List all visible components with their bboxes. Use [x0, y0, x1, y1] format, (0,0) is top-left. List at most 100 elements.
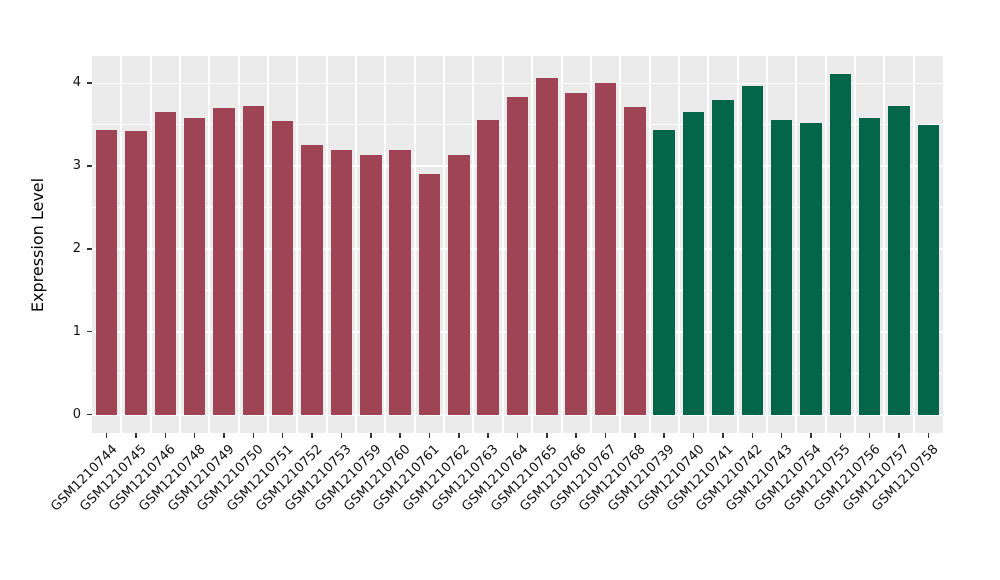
- x-axis-tick: [193, 433, 196, 438]
- gridline-x: [179, 56, 182, 433]
- x-axis-tick: [311, 433, 313, 438]
- x-axis-tick: [458, 433, 460, 438]
- gridline-y-major: [92, 82, 943, 85]
- x-axis-tick: [340, 433, 343, 438]
- y-axis-tick: [87, 413, 92, 416]
- x-axis-tick: [927, 433, 930, 438]
- x-axis-tick: [751, 433, 753, 438]
- y-axis-tick: [87, 330, 92, 333]
- x-axis-tick: [839, 433, 842, 438]
- bar-GSM1210741: [712, 99, 734, 415]
- gridline-x: [765, 56, 768, 433]
- x-axis-tick: [370, 433, 372, 438]
- bar-GSM1210750: [242, 105, 265, 415]
- gridline-x: [589, 56, 592, 433]
- bar-GSM1210767: [594, 82, 617, 415]
- bar-GSM1210751: [271, 120, 294, 415]
- x-axis-tick: [898, 433, 900, 438]
- gridline-x: [149, 56, 152, 433]
- bar-GSM1210760: [389, 150, 411, 415]
- gridline-x: [384, 56, 387, 433]
- plot-panel: [92, 56, 943, 433]
- gridline-x: [501, 56, 504, 433]
- x-axis-tick: [281, 433, 284, 438]
- bar-GSM1210765: [536, 77, 558, 415]
- bar-GSM1210739: [653, 129, 675, 415]
- x-axis-tick: [164, 433, 167, 438]
- gridline-x: [560, 56, 563, 433]
- bar-GSM1210749: [213, 108, 235, 415]
- bar-GSM1210753: [330, 150, 353, 415]
- gridline-x: [912, 56, 915, 433]
- bar-GSM1210744: [95, 129, 118, 415]
- bar-GSM1210758: [917, 124, 940, 415]
- x-axis-tick: [692, 433, 695, 438]
- gridline-x: [120, 56, 123, 433]
- bar-GSM1210752: [301, 144, 323, 415]
- x-axis-tick: [487, 433, 489, 438]
- bar-GSM1210768: [624, 106, 646, 415]
- bar-GSM1210754: [800, 123, 822, 415]
- gridline-x: [355, 56, 358, 433]
- gridline-x: [824, 56, 827, 433]
- bar-GSM1210756: [858, 118, 881, 415]
- x-axis-tick: [428, 433, 431, 438]
- bar-GSM1210748: [183, 118, 206, 415]
- x-axis-tick: [516, 433, 519, 438]
- bar-GSM1210755: [829, 74, 852, 415]
- bar-GSM1210762: [448, 154, 470, 415]
- bar-GSM1210740: [682, 112, 705, 415]
- gridline-x: [648, 56, 651, 433]
- bar-GSM1210757: [888, 105, 910, 415]
- y-tick-label: 2: [72, 241, 81, 257]
- y-tick-label: 4: [72, 75, 81, 91]
- bar-GSM1210763: [477, 119, 499, 415]
- y-tick-label: 3: [72, 158, 81, 174]
- x-axis-tick: [252, 433, 255, 438]
- x-axis-tick: [604, 433, 607, 438]
- y-tick-label: 0: [72, 406, 81, 422]
- bar-GSM1210766: [565, 93, 587, 415]
- bar-GSM1210761: [418, 173, 441, 415]
- bar-GSM1210742: [741, 85, 763, 415]
- bar-GSM1210759: [360, 155, 382, 415]
- x-axis-tick: [722, 433, 724, 438]
- bar-GSM1210746: [154, 111, 177, 415]
- gridline-x: [472, 56, 475, 433]
- gridline-x: [531, 56, 534, 433]
- x-axis-tick: [399, 433, 401, 438]
- x-axis-tick: [780, 433, 783, 438]
- gridline-x: [853, 56, 856, 433]
- x-axis-tick: [223, 433, 225, 438]
- x-axis-tick: [868, 433, 871, 438]
- x-axis-tick: [135, 433, 137, 438]
- gridline-x: [677, 56, 680, 433]
- gridline-x: [267, 56, 270, 433]
- gridline-x: [883, 56, 886, 433]
- y-axis-title: Expression Level: [28, 177, 47, 312]
- bar-GSM1210764: [506, 97, 529, 415]
- gridline-x: [736, 56, 739, 433]
- gridline-x: [237, 56, 240, 433]
- gridline-y-major: [92, 414, 943, 416]
- x-axis-tick: [105, 433, 108, 438]
- x-axis-tick: [663, 433, 665, 438]
- y-axis-tick: [87, 165, 92, 167]
- y-tick-label: 1: [72, 323, 81, 339]
- x-axis-tick: [546, 433, 548, 438]
- gridline-x: [208, 56, 211, 433]
- gridline-x: [296, 56, 299, 433]
- y-axis-tick: [87, 248, 92, 250]
- x-axis-tick: [634, 433, 636, 438]
- gridline-x: [707, 56, 710, 433]
- gridline-x: [325, 56, 328, 433]
- x-axis-tick: [575, 433, 577, 438]
- bar-GSM1210743: [770, 119, 793, 415]
- gridline-x: [619, 56, 622, 433]
- gridline-x: [413, 56, 416, 433]
- x-axis-tick: [810, 433, 812, 438]
- bar-GSM1210745: [125, 131, 147, 415]
- gridline-x: [443, 56, 446, 433]
- gridline-x: [795, 56, 798, 433]
